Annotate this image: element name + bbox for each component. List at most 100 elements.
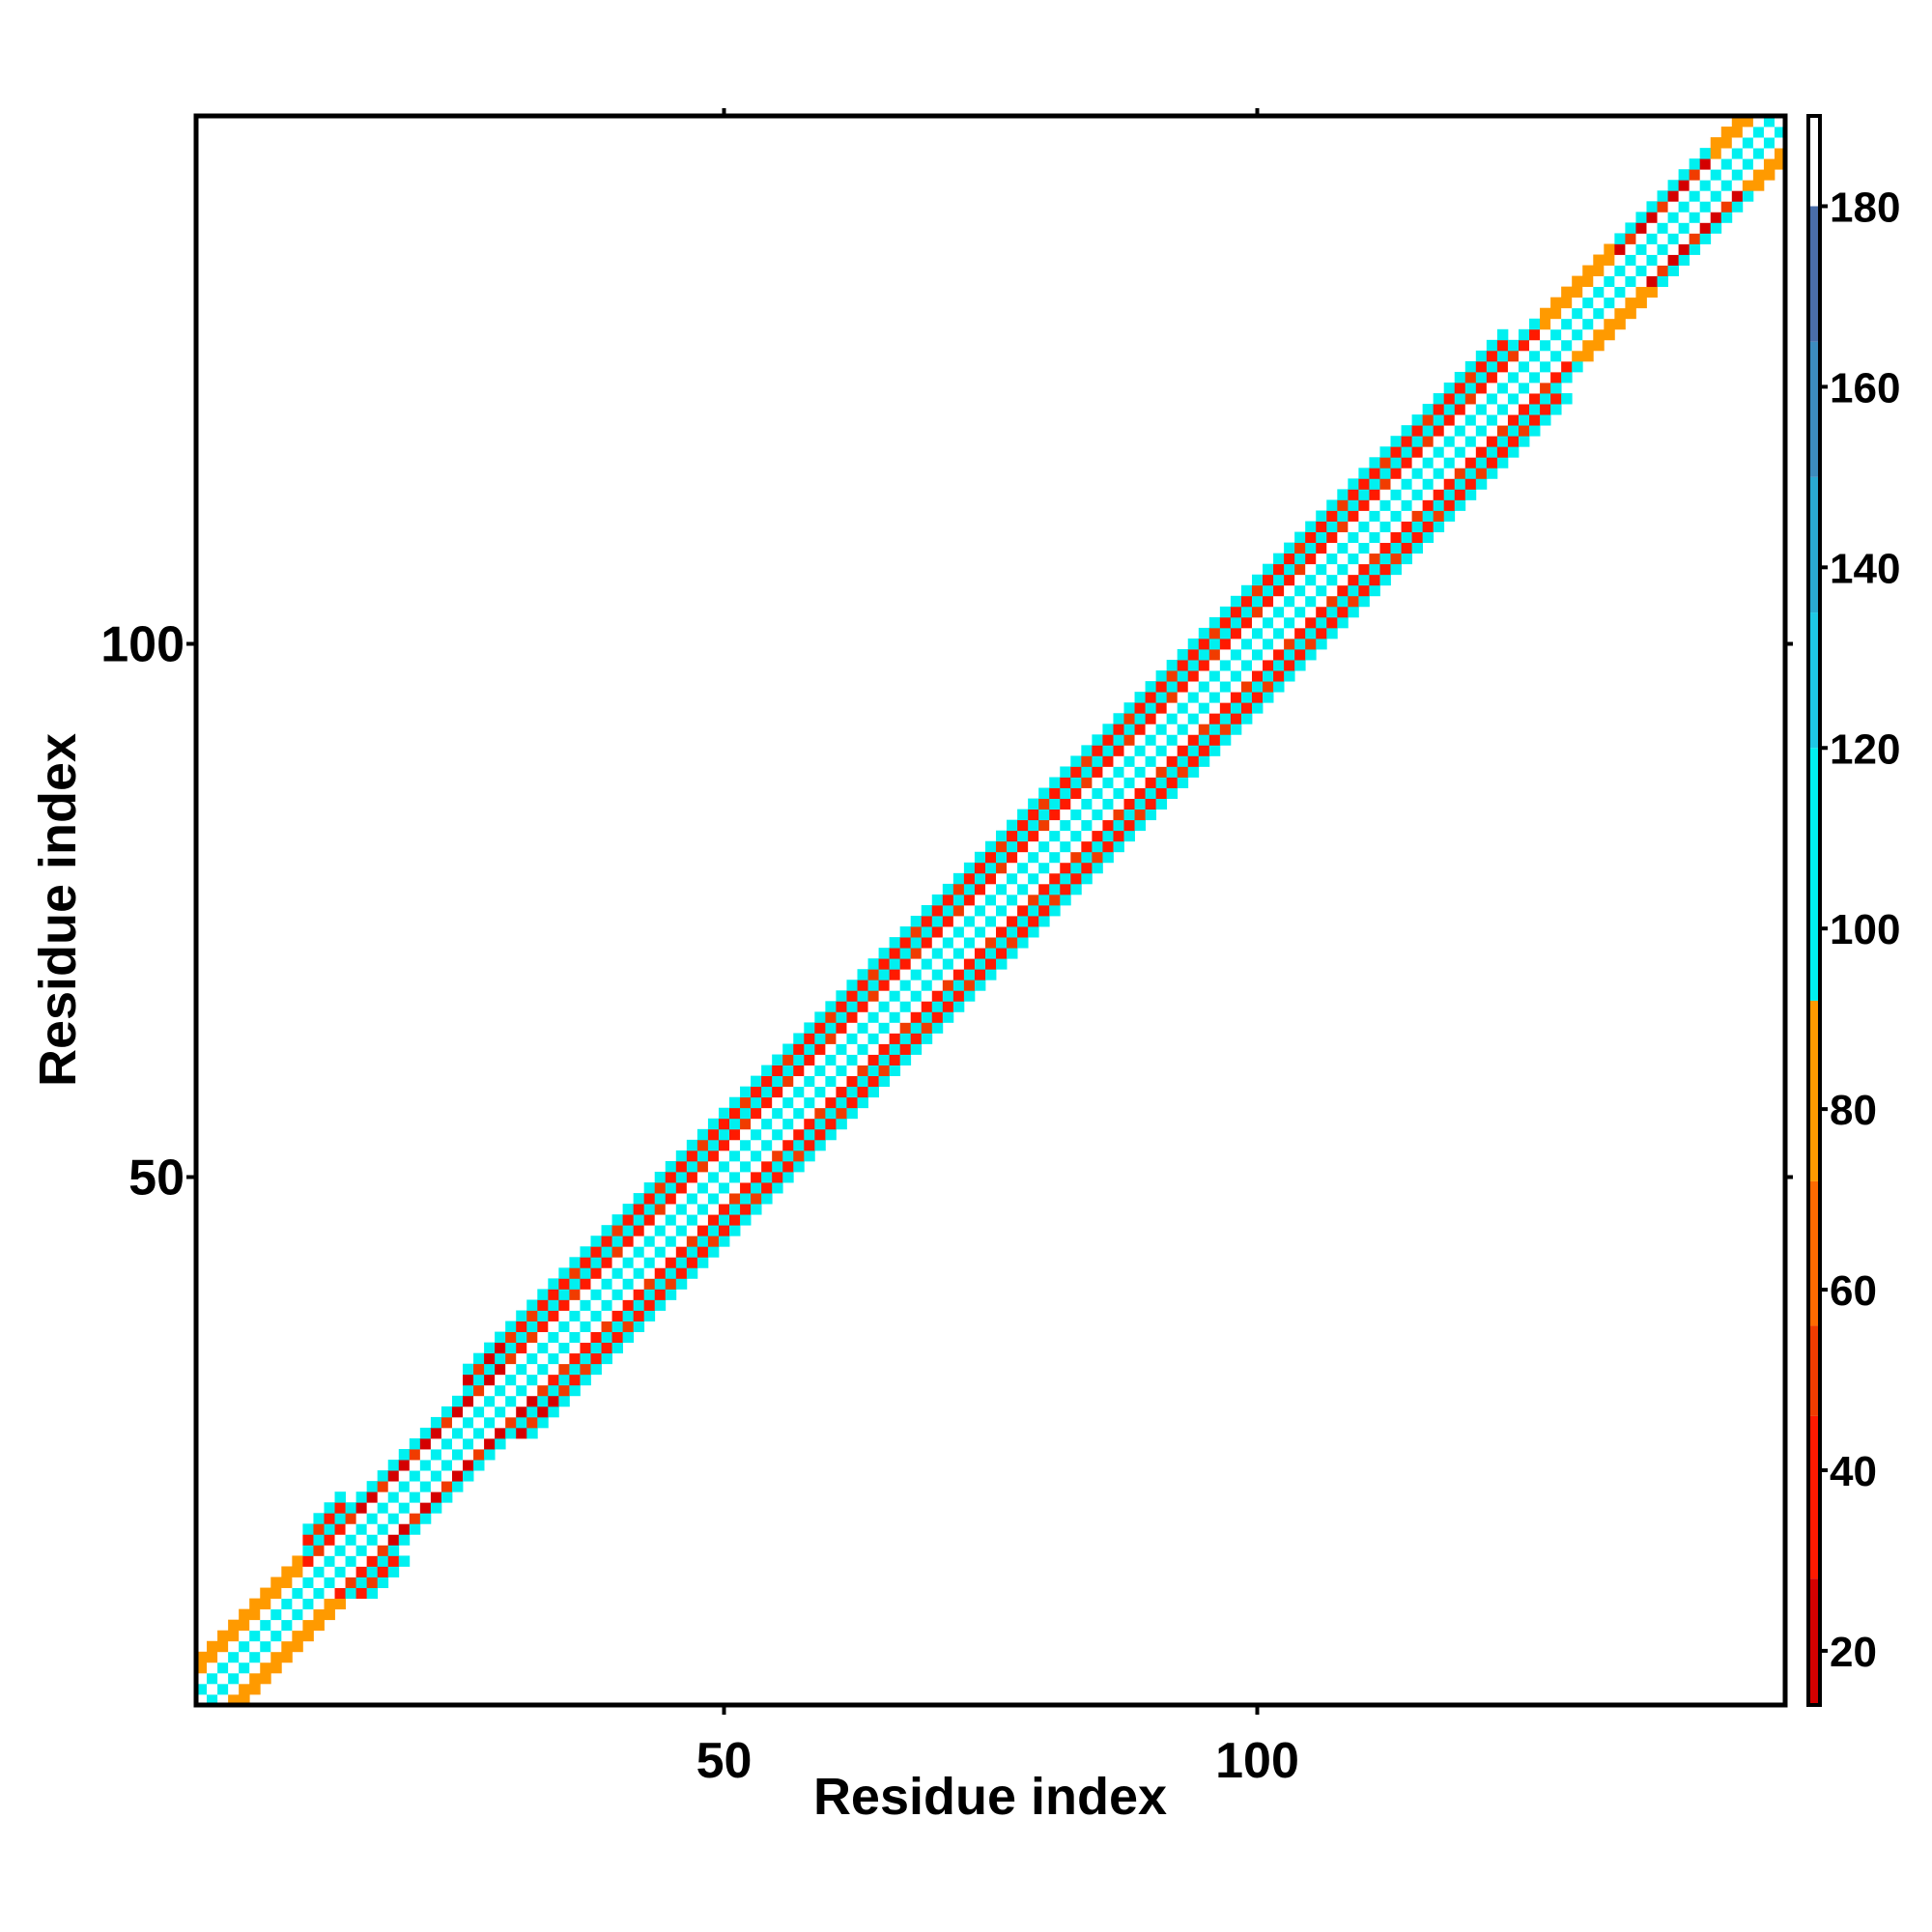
heatmap-cell xyxy=(1433,457,1445,469)
heatmap-cell xyxy=(1720,190,1733,202)
heatmap-cell xyxy=(751,1118,762,1130)
heatmap-cell xyxy=(569,1384,581,1397)
heatmap-cell xyxy=(1198,681,1210,693)
heatmap-cell xyxy=(1529,393,1541,405)
heatmap-cell xyxy=(772,1107,783,1120)
colorbar-bin xyxy=(1808,341,1820,477)
heatmap-cell xyxy=(643,1267,656,1279)
heatmap-cell xyxy=(696,1236,709,1247)
heatmap-cell xyxy=(1625,307,1636,320)
heatmap-cell xyxy=(1475,414,1488,426)
heatmap-cell xyxy=(984,904,997,917)
heatmap-cell xyxy=(1102,745,1114,756)
heatmap-cell xyxy=(1379,521,1391,532)
heatmap-cell xyxy=(1263,670,1274,682)
heatmap-cell xyxy=(942,980,954,991)
heatmap-cell xyxy=(889,937,901,949)
heatmap-cell xyxy=(302,1566,314,1577)
heatmap-cell xyxy=(1689,233,1701,244)
heatmap-cell xyxy=(1305,627,1317,639)
heatmap-cell xyxy=(1742,180,1754,191)
heatmap-cell xyxy=(1007,851,1018,864)
heatmap-cell xyxy=(495,1352,506,1365)
heatmap-cell xyxy=(825,1086,837,1098)
heatmap-cell xyxy=(974,980,986,991)
heatmap-cell xyxy=(505,1395,517,1407)
heatmap-cell xyxy=(558,1299,570,1311)
heatmap-cell xyxy=(1635,222,1647,234)
heatmap-cell xyxy=(1593,275,1605,288)
heatmap-cell xyxy=(473,1406,485,1418)
heatmap-cell xyxy=(1358,521,1370,532)
heatmap-cell xyxy=(1284,574,1295,586)
heatmap-cell xyxy=(516,1342,527,1354)
heatmap-cell xyxy=(675,1160,688,1173)
heatmap-cell xyxy=(942,937,954,949)
heatmap-cell xyxy=(1284,542,1295,554)
heatmap-cell xyxy=(1240,702,1253,714)
heatmap-cell xyxy=(889,958,901,970)
heatmap-cell xyxy=(772,1054,783,1065)
heatmap-cell xyxy=(740,1204,752,1215)
heatmap-cell xyxy=(1561,286,1573,298)
heatmap-cell xyxy=(302,1577,314,1588)
heatmap-cell xyxy=(239,1662,250,1674)
heatmap-cell xyxy=(707,1225,720,1236)
heatmap-cell xyxy=(1689,201,1701,213)
heatmap-cell xyxy=(1337,563,1349,576)
heatmap-cell xyxy=(761,1128,773,1141)
heatmap-cell xyxy=(793,1086,805,1098)
heatmap-cell xyxy=(473,1437,485,1450)
heatmap-cell xyxy=(334,1555,346,1567)
heatmap-cell xyxy=(281,1651,293,1663)
heatmap-cell xyxy=(377,1523,389,1535)
heatmap-cell xyxy=(1348,553,1359,565)
heatmap-cell xyxy=(867,958,879,970)
heatmap-cell xyxy=(1518,328,1530,341)
heatmap-cell xyxy=(804,1150,815,1162)
heatmap-cell xyxy=(590,1299,602,1311)
heatmap-cell xyxy=(665,1214,677,1226)
heatmap-cell xyxy=(984,937,997,949)
heatmap-cell xyxy=(1145,777,1157,788)
heatmap-cell xyxy=(707,1214,720,1226)
heatmap-cell xyxy=(1102,787,1114,799)
heatmap-cell xyxy=(1348,574,1359,586)
heatmap-cell xyxy=(1454,499,1466,511)
heatmap-cell xyxy=(899,1011,912,1023)
heatmap-cell xyxy=(899,958,912,970)
heatmap-cell xyxy=(1240,670,1253,682)
heatmap-cell xyxy=(1710,169,1722,181)
colorbar-bin xyxy=(1808,1325,1820,1416)
heatmap-cell xyxy=(1496,457,1509,469)
heatmap-cell xyxy=(398,1513,411,1524)
heatmap-cell xyxy=(772,1171,783,1183)
heatmap-cell xyxy=(825,1075,837,1088)
heatmap-cell xyxy=(249,1651,261,1663)
heatmap-cell xyxy=(1496,339,1509,352)
heatmap-cell xyxy=(1007,904,1018,917)
heatmap-cell xyxy=(633,1257,645,1268)
heatmap-cell xyxy=(1464,360,1477,373)
heatmap-cell xyxy=(654,1182,667,1194)
heatmap-cell xyxy=(675,1246,688,1258)
heatmap-cell xyxy=(228,1672,240,1685)
heatmap-cell xyxy=(1113,713,1124,724)
heatmap-cell xyxy=(1049,894,1061,906)
heatmap-cell xyxy=(814,1128,826,1141)
heatmap-cell xyxy=(1496,404,1509,415)
heatmap-cell xyxy=(324,1608,335,1621)
heatmap-cell xyxy=(1208,627,1221,639)
heatmap-cell xyxy=(1507,383,1520,394)
heatmap-cell xyxy=(463,1437,474,1450)
heatmap-cell xyxy=(1358,510,1370,522)
heatmap-cell xyxy=(1113,777,1124,788)
heatmap-cell xyxy=(1092,787,1103,799)
heatmap-cell xyxy=(984,894,997,906)
heatmap-cell xyxy=(718,1225,730,1236)
heatmap-cell xyxy=(952,916,965,927)
heatmap-cell xyxy=(1720,201,1733,213)
heatmap-cell xyxy=(707,1193,720,1205)
heatmap-cell xyxy=(1294,616,1306,629)
heatmap-cell xyxy=(889,1065,901,1077)
